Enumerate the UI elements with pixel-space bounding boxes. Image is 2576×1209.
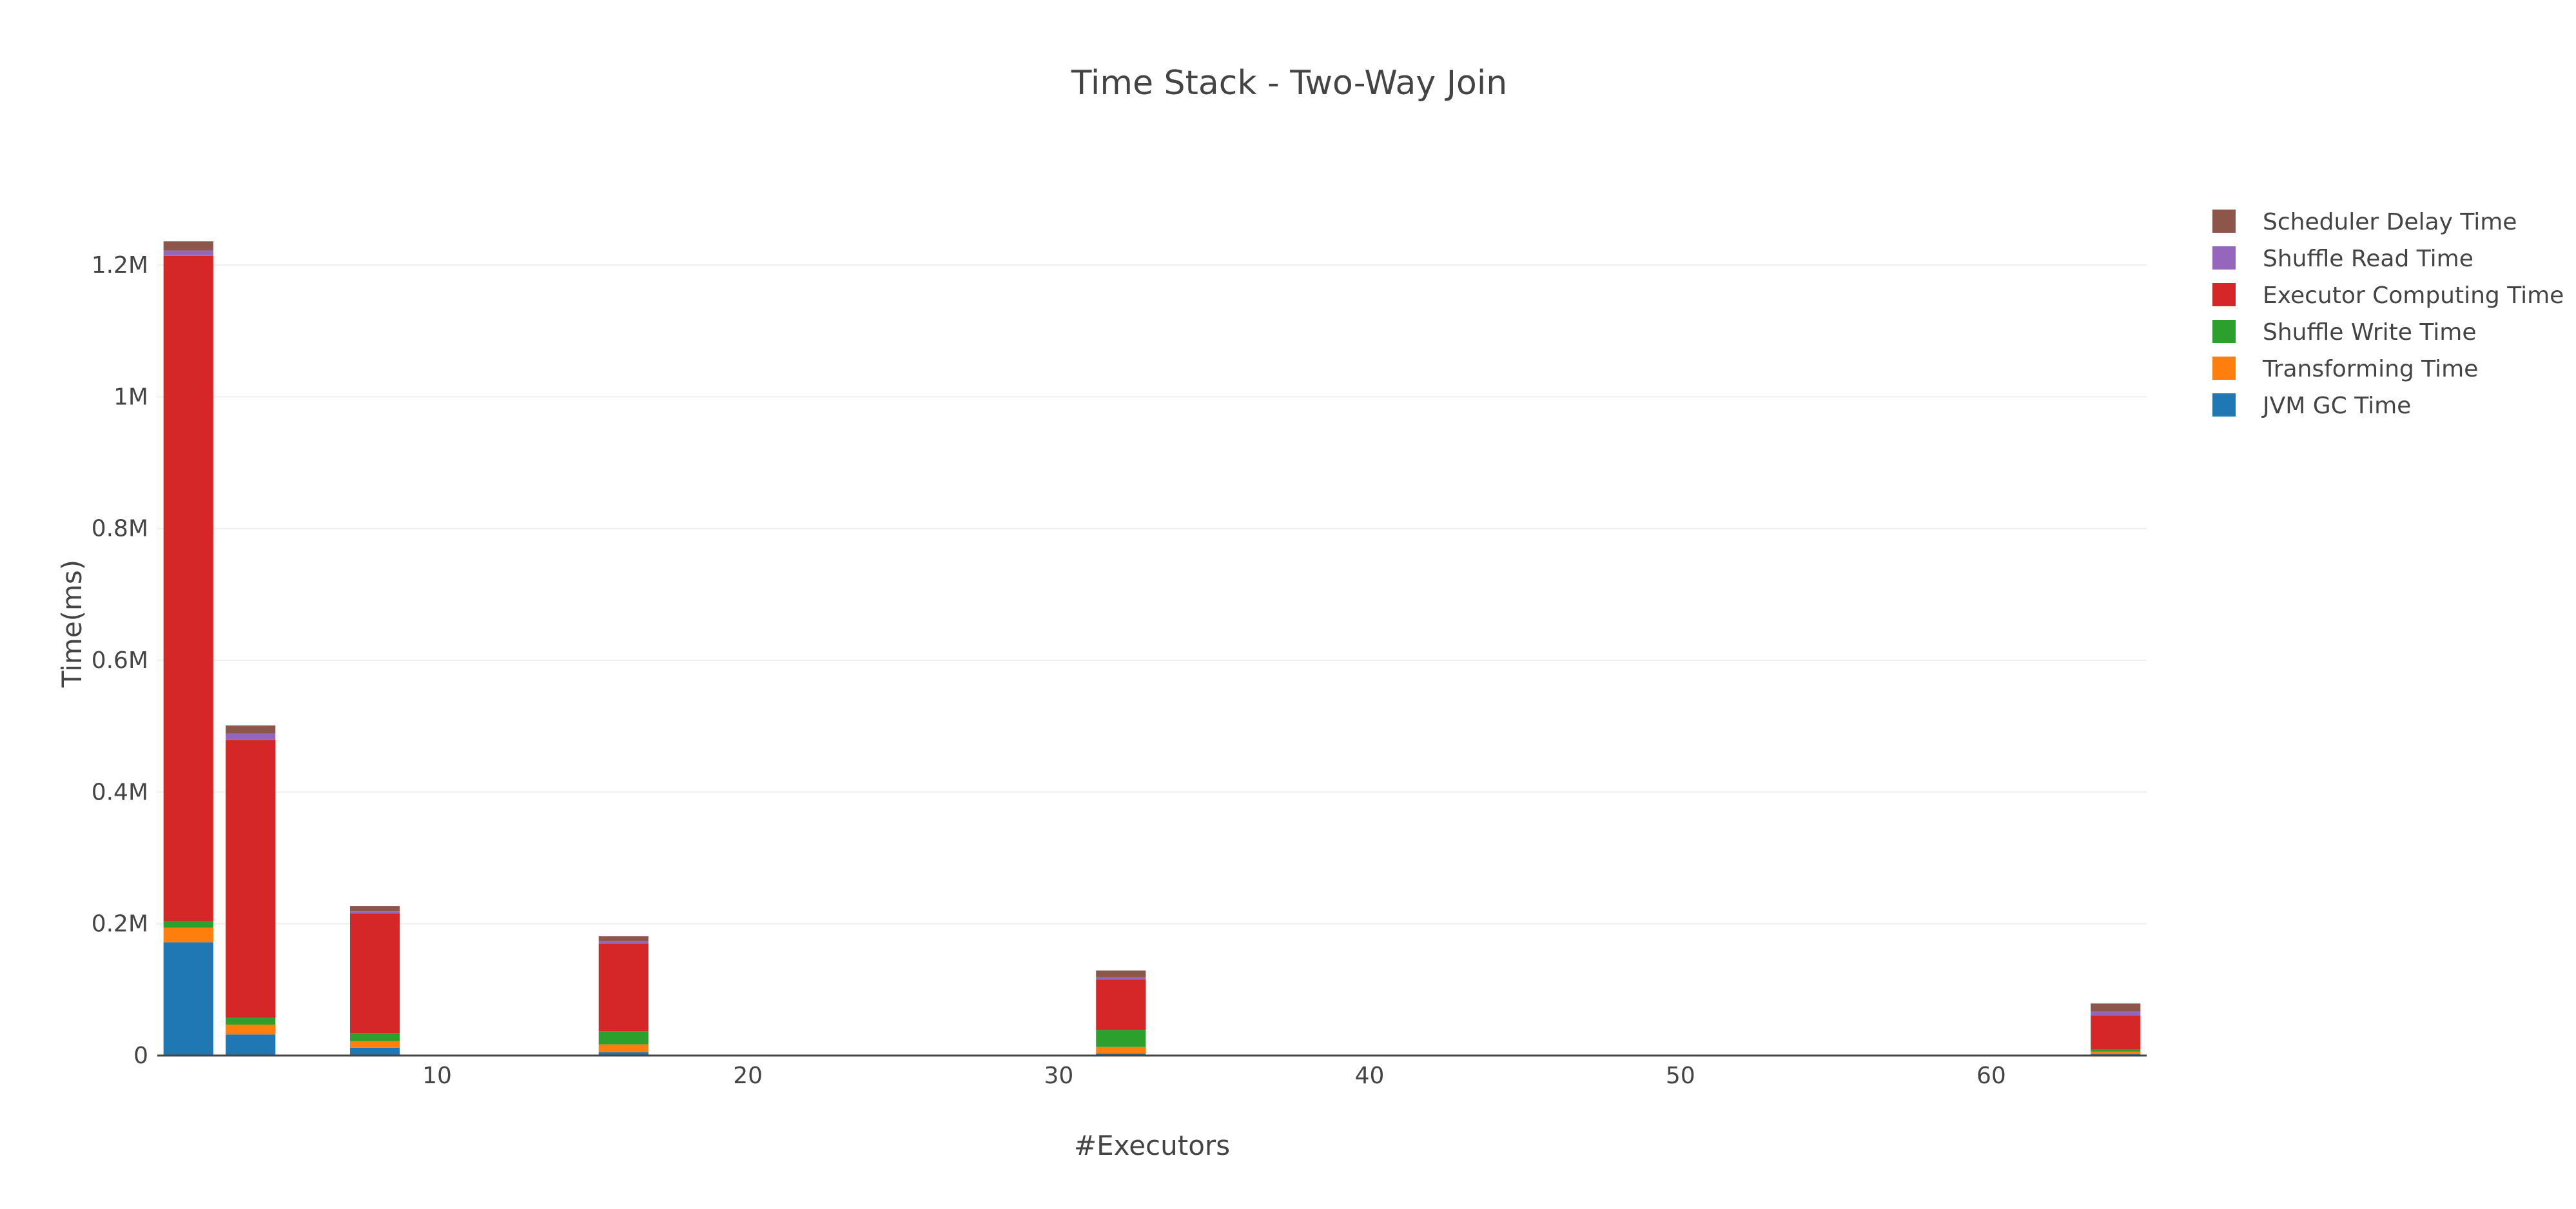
- legend-item: Shuffle Write Time: [2212, 319, 2476, 346]
- y-tick-label: 0.4M: [92, 779, 148, 805]
- bar-segment-shuffle-write-time: [1096, 1030, 1146, 1047]
- y-tick-label: 0.6M: [92, 647, 148, 674]
- bar-stack-64: [2091, 1003, 2141, 1056]
- y-tick-label: 0.8M: [92, 516, 148, 542]
- legend-label: Executor Computing Time: [2263, 282, 2564, 309]
- bar-segment-scheduler-delay-time: [226, 725, 276, 734]
- bar-segment-shuffle-read-time: [226, 733, 276, 740]
- bar-segment-scheduler-delay-time: [163, 241, 213, 251]
- bar-segment-shuffle-read-time: [598, 941, 649, 944]
- bar-segment-jvm-gc-time: [226, 1034, 276, 1056]
- x-tick-label: 20: [733, 1063, 763, 1089]
- gridlines: [157, 264, 2147, 925]
- bar-segment-scheduler-delay-time: [2091, 1003, 2141, 1012]
- y-axis-title: Time(ms): [56, 560, 88, 688]
- legend-swatch: [2212, 246, 2236, 270]
- legend-label: Scheduler Delay Time: [2263, 209, 2517, 235]
- y-tick-label: 0.2M: [92, 911, 148, 938]
- legend: Scheduler Delay Time Shuffle Read Time Exe…: [2212, 209, 2564, 419]
- bar-segment-scheduler-delay-time: [349, 906, 400, 912]
- bar-segment-shuffle-write-time: [163, 921, 213, 928]
- bar-stack-8: [349, 906, 400, 1056]
- bar-stack-4: [226, 725, 276, 1056]
- bar-segment-jvm-gc-time: [163, 942, 213, 1056]
- bar-segment-shuffle-read-time: [1096, 977, 1146, 980]
- legend-item: Executor Computing Time: [2212, 282, 2564, 309]
- x-axis-title: #Executors: [1074, 1130, 1230, 1161]
- bar-segment-transforming-time: [226, 1024, 276, 1035]
- bar-stack-16: [598, 936, 649, 1056]
- bar-segment-scheduler-delay-time: [598, 936, 649, 941]
- y-tick-labels: 0 0.2M 0.4M 0.6M 0.8M 1M 1.2M: [92, 252, 148, 1069]
- legend-item: Shuffle Read Time: [2212, 246, 2474, 272]
- legend-item: Transforming Time: [2212, 356, 2478, 382]
- x-tick-labels: 10 20 30 40 50 60: [422, 1063, 2006, 1089]
- legend-swatch: [2212, 210, 2236, 233]
- bar-segment-shuffle-read-time: [2091, 1011, 2141, 1016]
- bar-segment-jvm-gc-time: [598, 1052, 649, 1056]
- legend-swatch: [2212, 283, 2236, 306]
- legend-item: JVM GC Time: [2212, 393, 2411, 419]
- bar-segment-shuffle-write-time: [349, 1033, 400, 1041]
- legend-swatch: [2212, 357, 2236, 380]
- legend-label: Shuffle Read Time: [2263, 246, 2474, 272]
- y-tick-label: 1M: [113, 384, 148, 410]
- legend-label: Shuffle Write Time: [2263, 319, 2476, 346]
- x-tick-label: 50: [1666, 1063, 1695, 1089]
- legend-item: Scheduler Delay Time: [2212, 209, 2517, 235]
- bar-stack-2: [163, 241, 213, 1056]
- bar-segment-executor-computing-time: [1096, 979, 1146, 1030]
- chart-title: Time Stack - Two-Way Join: [1071, 64, 1508, 103]
- bar-segment-transforming-time: [598, 1044, 649, 1052]
- bar-segment-shuffle-write-time: [2091, 1049, 2141, 1052]
- x-tick-label: 60: [1976, 1063, 2006, 1089]
- y-tick-label: 0: [133, 1043, 148, 1069]
- bar-segment-shuffle-write-time: [598, 1031, 649, 1045]
- bar-segment-executor-computing-time: [2091, 1015, 2141, 1050]
- bars: [163, 241, 2141, 1056]
- bar-segment-executor-computing-time: [598, 943, 649, 1032]
- legend-label: Transforming Time: [2262, 356, 2478, 382]
- bar-segment-jvm-gc-time: [1096, 1053, 1146, 1056]
- bar-segment-shuffle-read-time: [349, 911, 400, 914]
- bar-stack-32: [1096, 970, 1146, 1056]
- bar-segment-transforming-time: [1096, 1047, 1146, 1054]
- legend-swatch: [2212, 320, 2236, 343]
- legend-label: JVM GC Time: [2261, 393, 2411, 419]
- bar-segment-jvm-gc-time: [349, 1047, 400, 1056]
- x-tick-label: 10: [422, 1063, 452, 1089]
- x-tick-label: 40: [1355, 1063, 1385, 1089]
- bar-segment-executor-computing-time: [226, 740, 276, 1018]
- bar-segment-executor-computing-time: [163, 255, 213, 921]
- x-tick-label: 30: [1044, 1063, 1073, 1089]
- bar-segment-shuffle-read-time: [163, 250, 213, 256]
- bar-segment-scheduler-delay-time: [1096, 970, 1146, 978]
- bar-segment-transforming-time: [2091, 1051, 2141, 1054]
- legend-swatch: [2212, 393, 2236, 417]
- bar-segment-transforming-time: [163, 927, 213, 943]
- y-tick-label: 1.2M: [92, 252, 148, 279]
- bar-segment-shuffle-write-time: [226, 1017, 276, 1025]
- bar-segment-transforming-time: [349, 1041, 400, 1048]
- bar-segment-executor-computing-time: [349, 913, 400, 1034]
